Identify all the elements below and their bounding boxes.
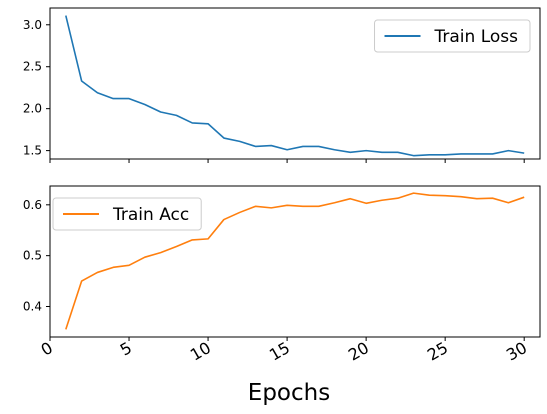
loss-legend-label: Train Loss — [434, 27, 519, 47]
loss-legend-box — [374, 19, 531, 53]
accuracy-series-line — [65, 192, 525, 330]
loss-ytick-label: 2.0 — [23, 102, 42, 116]
loss-legend: Train Loss — [374, 19, 531, 53]
accuracy-legend: Train Acc — [52, 197, 202, 231]
accuracy-legend-box — [52, 197, 202, 231]
accuracy-ytick-label: 0.6 — [23, 198, 42, 212]
accuracy-ytick-label: 0.4 — [23, 299, 42, 313]
loss-ytick-label: 1.5 — [23, 144, 42, 158]
loss-series-line — [65, 15, 525, 157]
accuracy-ytick-label: 0.5 — [23, 249, 42, 263]
accuracy-legend-label: Train Acc — [112, 205, 189, 225]
loss-ytick-label: 3.0 — [23, 18, 42, 32]
accuracy-axes-frame — [49, 185, 541, 338]
x-axis-label: Epochs — [248, 380, 330, 406]
loss-plot-area: 1.5 2.0 2.5 3.0 — [23, 7, 541, 163]
loss-ytick-label: 2.5 — [23, 60, 42, 74]
loss-subplot: 1.5 2.0 2.5 3.0 Train Loss — [23, 7, 541, 163]
loss-axes-frame — [49, 7, 541, 160]
